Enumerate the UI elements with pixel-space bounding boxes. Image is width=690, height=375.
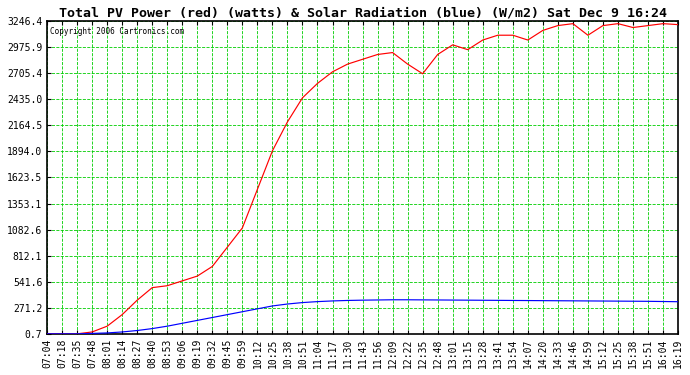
Title: Total PV Power (red) (watts) & Solar Radiation (blue) (W/m2) Sat Dec 9 16:24: Total PV Power (red) (watts) & Solar Rad… [59, 7, 667, 20]
Text: Copyright 2006 Cartronics.com: Copyright 2006 Cartronics.com [50, 27, 184, 36]
